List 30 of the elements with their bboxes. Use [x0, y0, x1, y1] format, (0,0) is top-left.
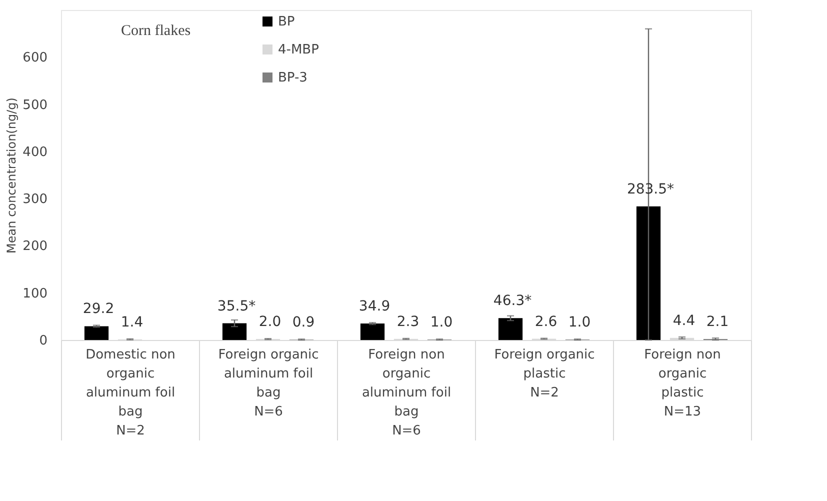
y-tick-label: 600 — [22, 50, 48, 66]
x-tick-label: Foreign non organic plastic N=13 — [644, 348, 721, 420]
x-tick-label: Foreign non organic aluminum foil bag N=6 — [362, 348, 452, 438]
data-label: 35.5* — [217, 298, 256, 314]
y-axis-title: Mean concentration(ng/g) — [4, 98, 19, 254]
y-tick-label: 400 — [22, 144, 48, 160]
x-tick-label: Domestic non organic aluminum foil bag N=2 — [86, 348, 176, 438]
legend-label: BP — [278, 14, 295, 30]
x-tick-label: Foreign organic aluminum foil bag N=6 — [218, 348, 319, 420]
data-label: 1.4 — [120, 314, 144, 330]
data-label: 1.0 — [568, 314, 591, 331]
y-tick-label: 0 — [39, 334, 48, 348]
text: Corn flakes — [121, 23, 191, 39]
data-label: 2.6 — [534, 314, 558, 330]
data-label: 4.4 — [672, 312, 696, 329]
data-label: 0.9 — [292, 314, 315, 331]
y-tick-label: 500 — [22, 98, 48, 113]
data-label: 1.0 — [430, 314, 453, 331]
data-label: 2.3 — [396, 314, 420, 330]
data-label: 34.9 — [358, 298, 390, 315]
data-label: 2.1 — [706, 314, 729, 330]
data-label: 46.3* — [493, 293, 532, 310]
data-label: 2.0 — [258, 314, 282, 330]
y-tick-label: 300 — [22, 192, 48, 208]
data-label: 29.2 — [82, 301, 114, 318]
legend-label: 4-MBP — [278, 42, 320, 58]
y-tick-label: 100 — [22, 286, 48, 302]
y-tick-label: 200 — [22, 239, 48, 254]
legend-label: BP-3 — [278, 70, 308, 86]
x-tick-label: Foreign organic plastic N=2 — [494, 348, 595, 400]
